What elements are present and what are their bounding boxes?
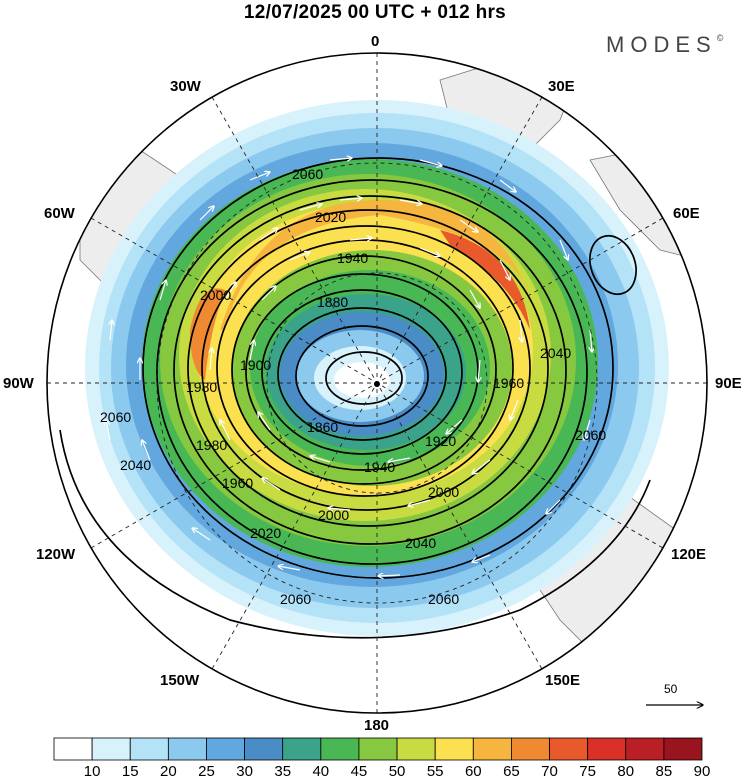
contour-label: 2000 xyxy=(318,507,349,523)
colorbar-tick-label: 70 xyxy=(541,763,558,780)
colorbar-tick-label: 80 xyxy=(617,763,635,780)
contour-label: 2060 xyxy=(575,427,606,443)
copyright-mark: © xyxy=(716,32,724,43)
colorbar-tick-label: 30 xyxy=(236,763,253,780)
colorbar-tick-label: 20 xyxy=(160,763,177,780)
lon-label-180: 180 xyxy=(364,717,390,734)
contour-label: 2060 xyxy=(292,166,323,182)
contour-label: 1960 xyxy=(222,475,253,491)
map-border xyxy=(46,52,708,714)
colorbar-tick-label: 85 xyxy=(655,763,673,780)
contour-label: 2000 xyxy=(200,287,231,303)
colorbar-tick-label: 35 xyxy=(274,763,292,780)
lon-label-150e: 150E xyxy=(545,672,581,689)
geopotential-contours xyxy=(59,157,651,639)
brand-name: MODES xyxy=(606,32,717,57)
contour-label: 1940 xyxy=(337,250,368,266)
contour-label: 1860 xyxy=(307,419,338,435)
colorbar-tick-label: 50 xyxy=(388,763,406,780)
reference-vector-label: 50 xyxy=(664,682,678,696)
brand-logo: MODES© xyxy=(606,32,723,58)
colorbar-tick-label: 55 xyxy=(426,763,444,780)
lon-label-60e: 60E xyxy=(673,205,700,222)
contour-label: 2060 xyxy=(100,409,131,425)
colorbar-tick-label: 25 xyxy=(198,763,215,780)
contour-label: 1980 xyxy=(186,379,217,395)
colorbar-tick-label: 10 xyxy=(83,763,101,780)
colorbar-tick-label: 65 xyxy=(503,763,520,780)
lon-label-120w: 120W xyxy=(36,546,76,563)
colorbar-tick-label: 75 xyxy=(579,763,596,780)
contour-label: 1880 xyxy=(317,294,348,310)
lon-label-60w: 60W xyxy=(44,205,75,222)
lon-label-150w: 150W xyxy=(160,672,200,689)
contour-label: 1940 xyxy=(364,459,395,475)
wind-vectors xyxy=(106,158,592,576)
contour-label: 2000 xyxy=(428,484,459,500)
lon-label-120e: 120E xyxy=(671,546,707,563)
contour-label: 2060 xyxy=(428,591,459,607)
map-title: 12/07/2025 00 UTC + 012 hrs xyxy=(243,2,507,23)
contour-label: 2020 xyxy=(315,209,346,225)
lon-label-0: 0 xyxy=(371,33,380,50)
lon-label-90w: 90W xyxy=(3,375,34,392)
contour-label-group: 2060 2020 2040 2000 1980 1960 1940 1920 … xyxy=(100,166,606,607)
lon-label-90e: 90E xyxy=(715,375,742,392)
lon-label-30e: 30E xyxy=(548,78,575,95)
contour-label: 2040 xyxy=(405,535,436,551)
contour-label: 2020 xyxy=(250,525,281,541)
contour-label: 1920 xyxy=(425,433,456,449)
contour-label: 2040 xyxy=(120,457,151,473)
contour-label: 2040 xyxy=(540,345,571,361)
contour-label: 1900 xyxy=(240,357,271,373)
lon-label-30w: 30W xyxy=(170,78,201,95)
colorbar-tick-label: 90 xyxy=(693,763,711,780)
colorbar-tick-label: 40 xyxy=(312,763,330,780)
contour-label: 2060 xyxy=(280,591,311,607)
pole-marker xyxy=(374,381,380,387)
colorbar-tick-label: 45 xyxy=(350,763,368,780)
contour-label: 1960 xyxy=(493,375,524,391)
colorbar-tick-label: 15 xyxy=(121,763,139,780)
colorbar-tick-label: 60 xyxy=(464,763,482,780)
contour-label: 1980 xyxy=(196,437,227,453)
